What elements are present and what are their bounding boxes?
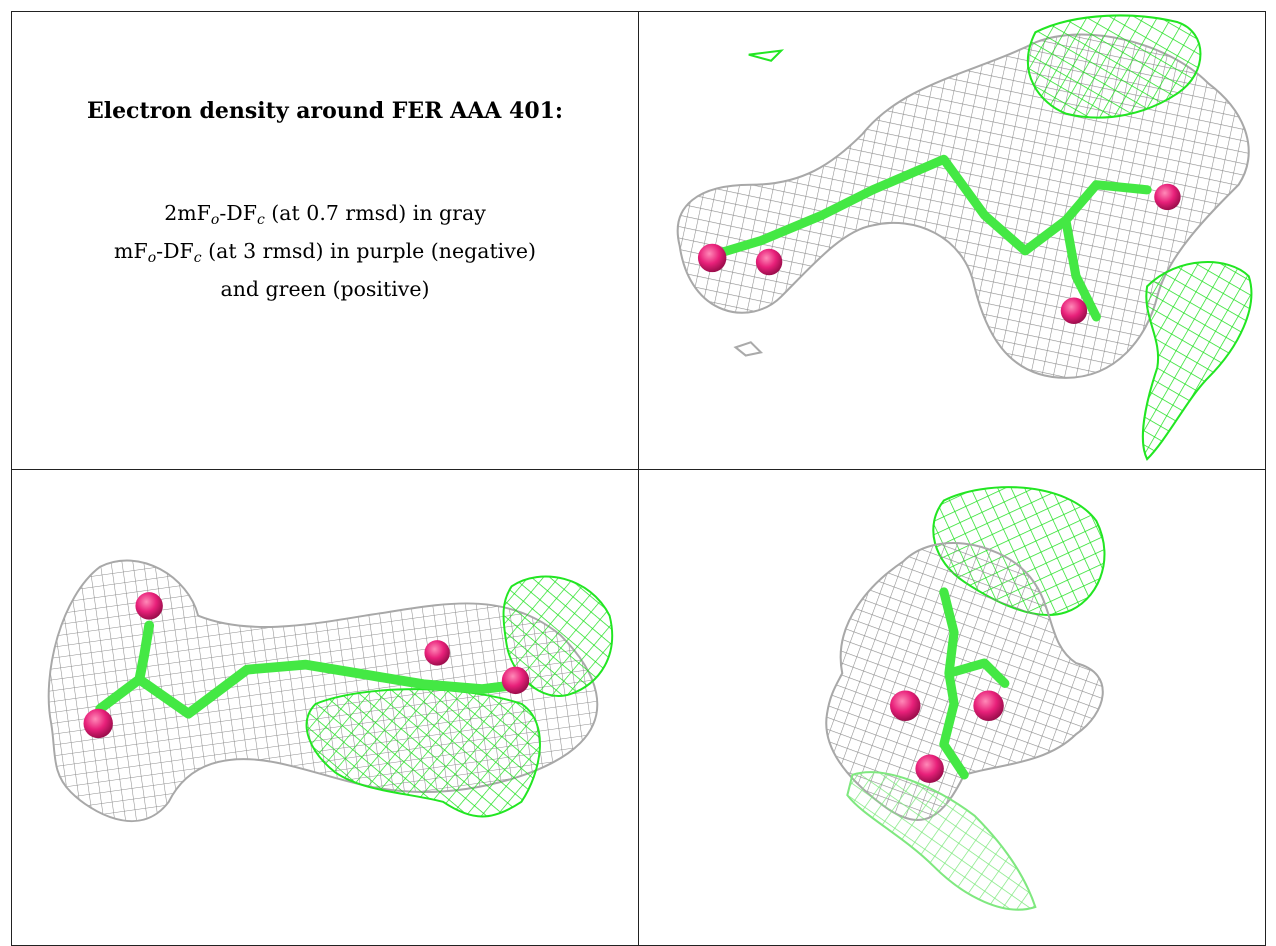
oxygen-atom-3 <box>1154 183 1181 211</box>
gray-density-mesh <box>676 33 1250 379</box>
oxygen-atom-2 <box>973 690 1004 722</box>
oxygen-atom-2 <box>755 248 783 276</box>
figure-grid: Electron density around FER AAA 401: 2mF… <box>11 10 1266 946</box>
gray-density-fragment <box>733 341 764 357</box>
legend-line-positive: and green (positive) <box>220 277 430 301</box>
legend-line-difference: mFo-DFc (at 3 rmsd) in purple (negative) <box>114 239 536 266</box>
ligand-stick <box>95 620 527 719</box>
green-density-right <box>502 575 614 698</box>
density-render-top-right <box>676 14 1253 461</box>
green-density-right <box>1141 261 1253 461</box>
green-density-fragment <box>748 49 785 62</box>
caption-legend: 2mFo-DFc (at 0.7 rmsd) in gray mFo-DFc (… <box>13 198 638 305</box>
density-panel-top-right <box>638 10 1266 471</box>
caption-cell: Electron density around FER AAA 401: 2mF… <box>11 10 639 471</box>
caption-title: Electron density around FER AAA 401: <box>86 98 564 124</box>
oxygen-atom-2 <box>83 709 113 739</box>
light-green-density-bottom <box>846 771 1037 911</box>
oxygen-atom-1 <box>697 243 727 273</box>
oxygen-atom-3 <box>424 640 450 666</box>
density-render-bottom-right <box>825 486 1106 911</box>
ligand-stick <box>705 154 1152 322</box>
gray-density-mesh <box>825 542 1104 822</box>
oxygen-atom-1 <box>890 690 921 722</box>
green-density-top <box>1026 14 1202 119</box>
oxygen-atom-1 <box>135 592 163 620</box>
oxygen-atom-3 <box>915 754 944 784</box>
density-panel-bottom-right <box>638 469 1266 946</box>
oxygen-atom-4 <box>1060 297 1088 324</box>
legend-line-gray: 2mFo-DFc (at 0.7 rmsd) in gray <box>164 201 486 228</box>
ligand-stick <box>939 587 1010 780</box>
density-panel-bottom-left <box>11 469 639 946</box>
density-render-bottom-left <box>47 559 614 823</box>
green-density-bottom <box>305 688 541 818</box>
oxygen-atom-4 <box>501 666 530 695</box>
